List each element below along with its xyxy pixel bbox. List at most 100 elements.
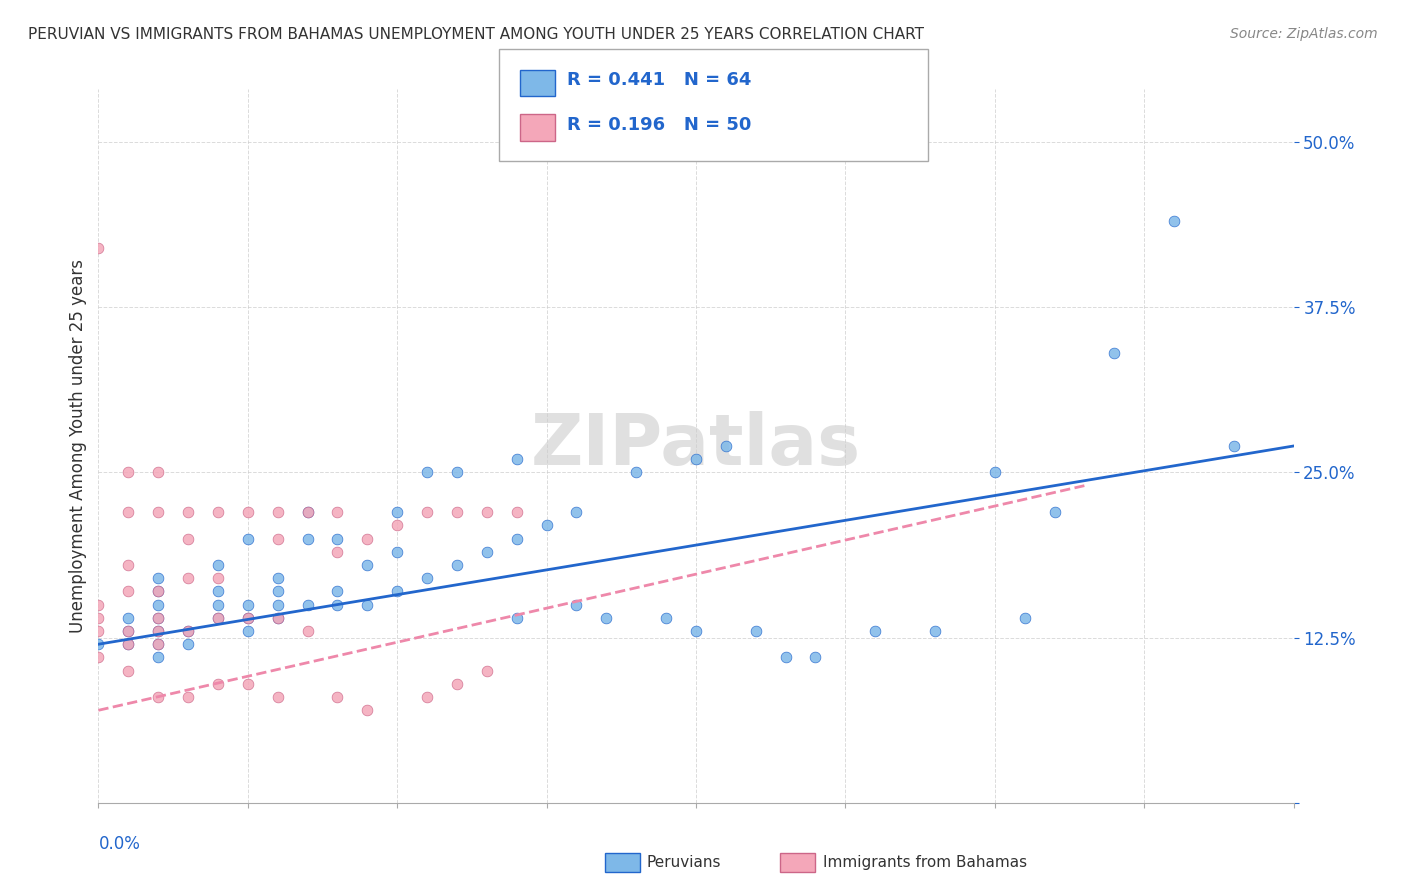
Point xyxy=(117,637,139,651)
Point xyxy=(87,611,110,625)
Point xyxy=(148,584,170,599)
Point xyxy=(865,624,887,638)
Point xyxy=(177,532,200,546)
Point xyxy=(148,637,170,651)
Point xyxy=(207,677,229,691)
Point xyxy=(267,532,290,546)
Point xyxy=(236,677,259,691)
Point xyxy=(177,624,200,638)
Text: Source: ZipAtlas.com: Source: ZipAtlas.com xyxy=(1230,27,1378,41)
Point xyxy=(87,624,110,638)
Point xyxy=(297,598,319,612)
Point xyxy=(416,690,439,704)
Point xyxy=(117,611,139,625)
Point xyxy=(655,611,678,625)
Point xyxy=(1223,439,1246,453)
Point xyxy=(148,624,170,638)
Point xyxy=(267,598,290,612)
Point xyxy=(117,505,139,519)
Point xyxy=(475,664,498,678)
Point xyxy=(267,584,290,599)
Point xyxy=(207,584,229,599)
Text: 0.0%: 0.0% xyxy=(98,835,141,853)
Point xyxy=(297,532,319,546)
Point xyxy=(475,505,498,519)
Point xyxy=(148,584,170,599)
Point xyxy=(117,558,139,572)
Point xyxy=(177,571,200,585)
Point xyxy=(87,650,110,665)
Point xyxy=(117,664,139,678)
Point xyxy=(385,518,409,533)
Point xyxy=(326,545,349,559)
Point xyxy=(416,466,439,480)
Point xyxy=(326,690,349,704)
Point xyxy=(745,624,768,638)
Point xyxy=(148,690,170,704)
Text: Immigrants from Bahamas: Immigrants from Bahamas xyxy=(823,855,1026,870)
Text: Peruvians: Peruvians xyxy=(647,855,721,870)
Text: ZIPatlas: ZIPatlas xyxy=(531,411,860,481)
Point xyxy=(326,584,349,599)
Point xyxy=(207,598,229,612)
Point xyxy=(177,505,200,519)
Point xyxy=(87,637,110,651)
Point xyxy=(236,532,259,546)
Point xyxy=(297,624,319,638)
Point xyxy=(536,518,558,533)
Point xyxy=(1043,505,1066,519)
Point xyxy=(207,571,229,585)
Point xyxy=(1163,214,1185,228)
Point xyxy=(475,545,498,559)
Point xyxy=(177,690,200,704)
Point xyxy=(148,650,170,665)
Point xyxy=(416,505,439,519)
Point xyxy=(267,690,290,704)
Point xyxy=(148,611,170,625)
Point xyxy=(207,505,229,519)
Point xyxy=(565,598,588,612)
Point xyxy=(1104,346,1126,360)
Point xyxy=(714,439,737,453)
Point xyxy=(148,637,170,651)
Point xyxy=(267,611,290,625)
Point xyxy=(326,505,349,519)
Point xyxy=(924,624,946,638)
Point xyxy=(446,505,468,519)
Point xyxy=(207,611,229,625)
Point xyxy=(177,624,200,638)
Point xyxy=(236,598,259,612)
Text: R = 0.441   N = 64: R = 0.441 N = 64 xyxy=(567,71,751,89)
Point xyxy=(117,637,139,651)
Point xyxy=(446,677,468,691)
Point xyxy=(267,505,290,519)
Point xyxy=(267,611,290,625)
Point xyxy=(385,584,409,599)
Point xyxy=(356,598,378,612)
Text: PERUVIAN VS IMMIGRANTS FROM BAHAMAS UNEMPLOYMENT AMONG YOUTH UNDER 25 YEARS CORR: PERUVIAN VS IMMIGRANTS FROM BAHAMAS UNEM… xyxy=(28,27,924,42)
Point xyxy=(565,505,588,519)
Point xyxy=(236,611,259,625)
Point xyxy=(297,505,319,519)
Point xyxy=(385,505,409,519)
Point xyxy=(117,584,139,599)
Point xyxy=(506,611,529,625)
Point xyxy=(87,598,110,612)
Point xyxy=(148,571,170,585)
Text: R = 0.196   N = 50: R = 0.196 N = 50 xyxy=(567,116,751,134)
Point xyxy=(804,650,827,665)
Point xyxy=(207,611,229,625)
Point xyxy=(236,505,259,519)
Point xyxy=(326,598,349,612)
Point xyxy=(685,624,707,638)
Point xyxy=(148,611,170,625)
Point xyxy=(775,650,797,665)
Point xyxy=(297,505,319,519)
Point xyxy=(148,466,170,480)
Point xyxy=(356,703,378,717)
Point xyxy=(117,466,139,480)
Point xyxy=(595,611,617,625)
Point xyxy=(416,571,439,585)
Y-axis label: Unemployment Among Youth under 25 years: Unemployment Among Youth under 25 years xyxy=(69,259,87,633)
Point xyxy=(506,505,529,519)
